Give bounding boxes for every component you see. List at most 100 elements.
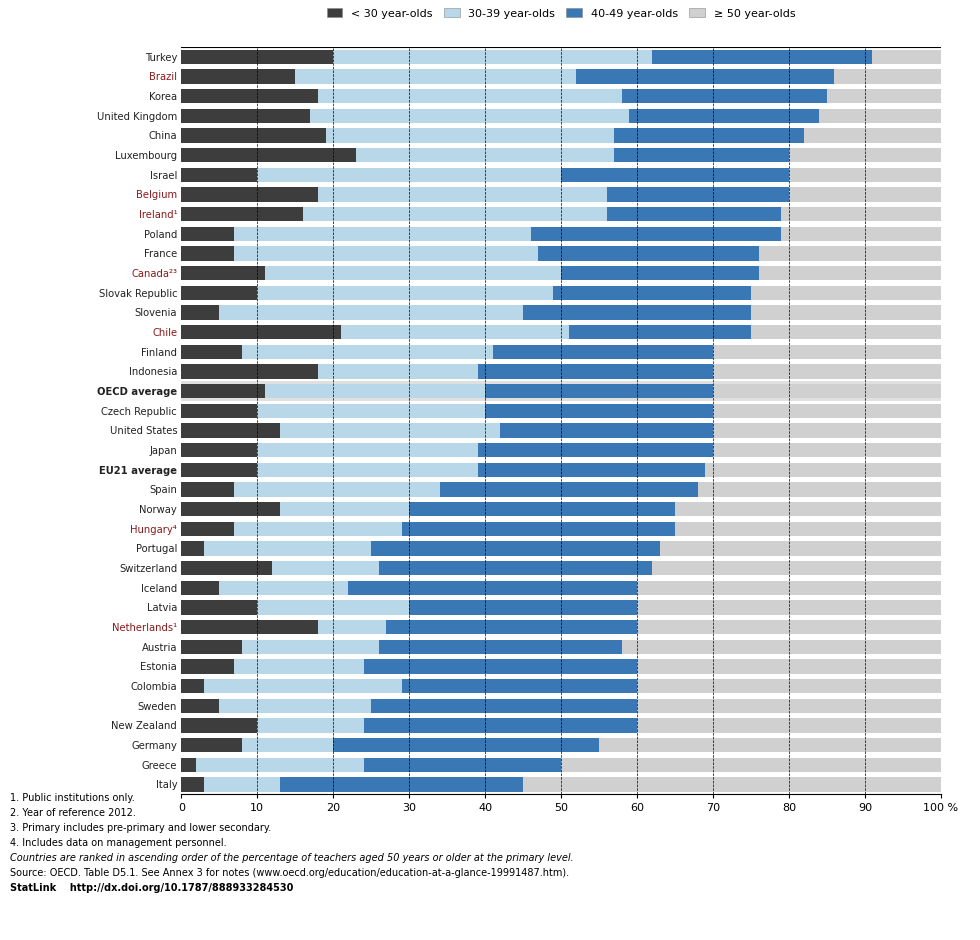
- Bar: [181, 601, 257, 615]
- Bar: [181, 266, 265, 280]
- Bar: [181, 167, 257, 182]
- Bar: [181, 227, 234, 241]
- Text: StatLink    http://dx.doi.org/10.1787/888933284530: StatLink http://dx.doi.org/10.1787/88893…: [10, 883, 293, 893]
- Bar: [318, 187, 607, 201]
- Bar: [356, 149, 614, 163]
- Bar: [538, 246, 759, 260]
- Bar: [712, 384, 941, 399]
- Bar: [675, 502, 941, 516]
- Bar: [181, 384, 265, 399]
- Bar: [181, 561, 272, 575]
- Bar: [181, 482, 234, 496]
- Bar: [751, 286, 941, 300]
- Bar: [637, 718, 941, 732]
- Bar: [637, 679, 941, 693]
- Bar: [318, 365, 477, 379]
- Bar: [568, 325, 751, 339]
- Text: 1. Public institutions only.: 1. Public institutions only.: [10, 792, 134, 803]
- Bar: [204, 541, 371, 556]
- Bar: [234, 482, 439, 496]
- Bar: [834, 70, 941, 84]
- Bar: [819, 109, 941, 123]
- Bar: [234, 659, 364, 674]
- Bar: [257, 404, 485, 418]
- Bar: [181, 718, 257, 732]
- Bar: [371, 698, 637, 713]
- Bar: [523, 777, 941, 791]
- Bar: [181, 345, 242, 359]
- Bar: [318, 620, 386, 634]
- Bar: [181, 149, 356, 163]
- Bar: [409, 601, 637, 615]
- Bar: [181, 640, 242, 654]
- Bar: [181, 423, 280, 437]
- Bar: [781, 207, 941, 221]
- Bar: [181, 620, 318, 634]
- Text: Countries are ranked in ascending order of the percentage of teachers aged 50 ye: Countries are ranked in ascending order …: [10, 853, 573, 863]
- Bar: [341, 325, 568, 339]
- Bar: [698, 482, 941, 496]
- Bar: [637, 620, 941, 634]
- Bar: [181, 70, 295, 84]
- Bar: [789, 167, 941, 182]
- Bar: [181, 679, 204, 693]
- Bar: [181, 738, 242, 752]
- Bar: [272, 561, 378, 575]
- Bar: [493, 345, 712, 359]
- Bar: [196, 758, 364, 772]
- Bar: [751, 325, 941, 339]
- Bar: [242, 345, 493, 359]
- Bar: [781, 227, 941, 241]
- Bar: [181, 207, 303, 221]
- Text: 2. Year of reference 2012.: 2. Year of reference 2012.: [10, 807, 135, 818]
- Bar: [181, 541, 204, 556]
- Bar: [523, 306, 751, 320]
- Bar: [386, 620, 637, 634]
- Bar: [181, 129, 325, 143]
- Bar: [234, 522, 402, 536]
- Bar: [561, 266, 759, 280]
- Bar: [265, 266, 561, 280]
- Bar: [220, 698, 371, 713]
- Bar: [485, 384, 712, 399]
- Bar: [712, 423, 941, 437]
- Bar: [220, 306, 523, 320]
- Bar: [257, 286, 554, 300]
- Bar: [477, 365, 712, 379]
- Bar: [629, 109, 819, 123]
- Text: Source: OECD. Table D5.1. See Annex 3 for notes (www.oecd.org/education/educatio: Source: OECD. Table D5.1. See Annex 3 fo…: [10, 868, 569, 878]
- Bar: [789, 149, 941, 163]
- Bar: [712, 443, 941, 457]
- Bar: [477, 462, 706, 477]
- Bar: [257, 718, 364, 732]
- Bar: [561, 758, 941, 772]
- Bar: [181, 325, 341, 339]
- Bar: [181, 443, 257, 457]
- Bar: [311, 109, 629, 123]
- Bar: [181, 382, 941, 401]
- Bar: [181, 404, 257, 418]
- Bar: [637, 601, 941, 615]
- Bar: [378, 640, 621, 654]
- Bar: [364, 718, 637, 732]
- Bar: [333, 738, 599, 752]
- Bar: [804, 129, 941, 143]
- Bar: [653, 561, 941, 575]
- Bar: [759, 266, 941, 280]
- Bar: [599, 738, 941, 752]
- Bar: [181, 758, 196, 772]
- Bar: [295, 70, 576, 84]
- Bar: [181, 522, 234, 536]
- Legend: < 30 year-olds, 30-39 year-olds, 40-49 year-olds, ≥ 50 year-olds: < 30 year-olds, 30-39 year-olds, 40-49 y…: [322, 4, 800, 24]
- Bar: [751, 306, 941, 320]
- Bar: [675, 522, 941, 536]
- Bar: [712, 345, 941, 359]
- Bar: [872, 50, 941, 64]
- Bar: [204, 679, 402, 693]
- Bar: [364, 758, 561, 772]
- Bar: [402, 679, 637, 693]
- Bar: [554, 286, 751, 300]
- Bar: [257, 601, 409, 615]
- Bar: [706, 462, 941, 477]
- Bar: [181, 50, 333, 64]
